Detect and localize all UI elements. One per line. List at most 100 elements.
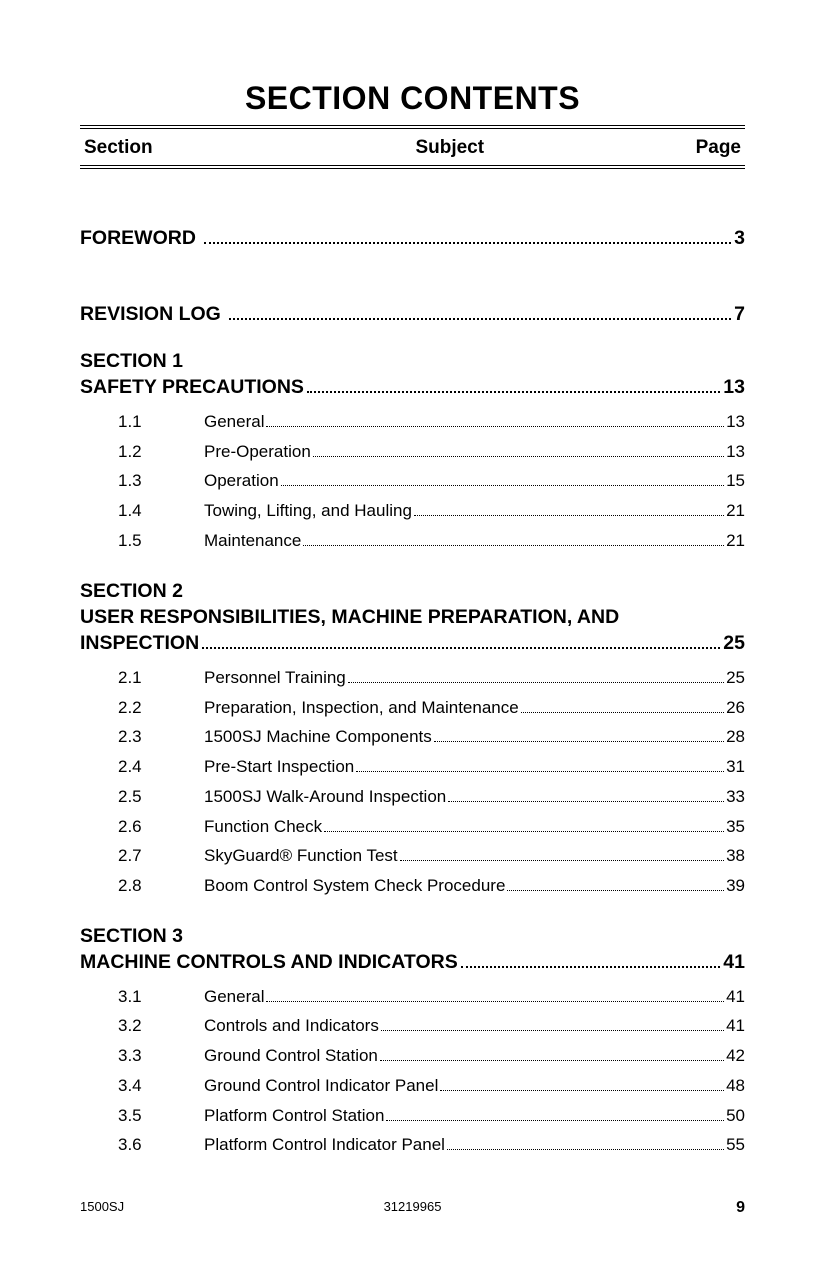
toc-leader bbox=[461, 949, 721, 968]
toc-leader bbox=[266, 412, 724, 427]
toc-sub-title: Function Check bbox=[204, 812, 322, 842]
toc-leader bbox=[303, 531, 724, 546]
toc-page: 7 bbox=[734, 303, 745, 326]
toc-sub-num: 2.3 bbox=[80, 722, 204, 752]
toc-subentry: 1.2Pre-Operation 13 bbox=[80, 437, 745, 467]
toc-section-title: SAFETY PRECAUTIONS 13 bbox=[80, 374, 745, 399]
toc-sub-title: Boom Control System Check Procedure bbox=[204, 871, 505, 901]
toc-sub-title: SkyGuard® Function Test bbox=[204, 841, 398, 871]
toc-page: 48 bbox=[726, 1071, 745, 1101]
toc-leader bbox=[521, 697, 724, 712]
toc-sub-title: Ground Control Station bbox=[204, 1041, 378, 1071]
toc-section-title: INSPECTION 25 bbox=[80, 630, 745, 655]
toc-page: 13 bbox=[726, 407, 745, 437]
toc-page: 42 bbox=[726, 1041, 745, 1071]
toc-subentry: 3.5Platform Control Station 50 bbox=[80, 1101, 745, 1131]
toc-subentry: 2.8Boom Control System Check Procedure 3… bbox=[80, 871, 745, 901]
toc-page: 33 bbox=[726, 782, 745, 812]
toc-leader bbox=[281, 471, 724, 486]
toc-subentry: 3.1General 41 bbox=[80, 982, 745, 1012]
toc-page: 39 bbox=[726, 871, 745, 901]
toc-section-title-continued: USER RESPONSIBILITIES, MACHINE PREPARATI… bbox=[80, 604, 745, 630]
toc-section-title-label: SAFETY PRECAUTIONS bbox=[80, 376, 304, 399]
toc-subentry: 2.2Preparation, Inspection, and Maintena… bbox=[80, 693, 745, 723]
toc-subentry: 2.1Personnel Training 25 bbox=[80, 663, 745, 693]
toc-page: 25 bbox=[726, 663, 745, 693]
toc-sub-title: General bbox=[204, 982, 264, 1012]
toc-header-section: Section bbox=[84, 137, 294, 159]
toc-leader bbox=[440, 1076, 724, 1091]
toc-sub-title: Platform Control Indicator Panel bbox=[204, 1130, 445, 1160]
toc-sub-num: 3.4 bbox=[80, 1071, 204, 1101]
toc-sub-num: 2.2 bbox=[80, 693, 204, 723]
toc-page: 15 bbox=[726, 466, 745, 496]
footer-model: 1500SJ bbox=[80, 1199, 302, 1217]
toc-subentry: 3.4Ground Control Indicator Panel 48 bbox=[80, 1071, 745, 1101]
toc-section-heading: SECTION 3 bbox=[80, 923, 745, 949]
toc-sub-num: 3.6 bbox=[80, 1130, 204, 1160]
toc-header: Section Subject Page bbox=[80, 129, 745, 165]
toc-page: 21 bbox=[726, 496, 745, 526]
toc-leader bbox=[348, 667, 724, 682]
toc-sub-title: Pre-Start Inspection bbox=[204, 752, 354, 782]
toc-subentry: 2.51500SJ Walk-Around Inspection 33 bbox=[80, 782, 745, 812]
toc-leader bbox=[380, 1046, 724, 1061]
toc-section-heading: SECTION 1 bbox=[80, 348, 745, 374]
toc-sub-title: Preparation, Inspection, and Maintenance bbox=[204, 693, 519, 723]
toc-sublist: 2.1Personnel Training 252.2Preparation, … bbox=[80, 663, 745, 901]
toc-sub-num: 2.4 bbox=[80, 752, 204, 782]
toc-subentry: 1.4Towing, Lifting, and Hauling 21 bbox=[80, 496, 745, 526]
toc-page: 35 bbox=[726, 812, 745, 842]
toc-sub-num: 3.1 bbox=[80, 982, 204, 1012]
toc-leader bbox=[447, 1135, 724, 1150]
toc-major-entry: FOREWORD 3 bbox=[80, 225, 745, 250]
toc-sub-num: 3.2 bbox=[80, 1011, 204, 1041]
toc-subentry: 1.3Operation 15 bbox=[80, 466, 745, 496]
toc-subentry: 2.6Function Check 35 bbox=[80, 812, 745, 842]
toc-leader bbox=[324, 816, 724, 831]
toc-page: 41 bbox=[723, 951, 745, 974]
toc-section-title-label: MACHINE CONTROLS AND INDICATORS bbox=[80, 951, 458, 974]
toc-sub-num: 3.5 bbox=[80, 1101, 204, 1131]
toc-leader bbox=[202, 630, 720, 649]
toc-major-label: REVISION LOG bbox=[80, 303, 226, 326]
toc-page: 13 bbox=[726, 437, 745, 467]
toc-subentry: 2.4Pre-Start Inspection 31 bbox=[80, 752, 745, 782]
toc-page: 38 bbox=[726, 841, 745, 871]
toc-subentry: 2.31500SJ Machine Components 28 bbox=[80, 722, 745, 752]
toc-subentry: 3.2Controls and Indicators 41 bbox=[80, 1011, 745, 1041]
toc-sub-title: Maintenance bbox=[204, 526, 301, 556]
toc-leader bbox=[448, 786, 724, 801]
toc-sub-title: Pre-Operation bbox=[204, 437, 311, 467]
rule-bottom bbox=[80, 165, 745, 169]
toc-page: 55 bbox=[726, 1130, 745, 1160]
toc-section-title: MACHINE CONTROLS AND INDICATORS 41 bbox=[80, 949, 745, 974]
toc-body: FOREWORD 3 REVISION LOG 7 SECTION 1SAFETY … bbox=[80, 225, 745, 1160]
footer-partno: 31219965 bbox=[302, 1199, 524, 1217]
toc-page: 3 bbox=[734, 227, 745, 250]
toc-sublist: 1.1General 131.2Pre-Operation 131.3Opera… bbox=[80, 407, 745, 556]
toc-sub-title: Towing, Lifting, and Hauling bbox=[204, 496, 412, 526]
toc-sub-title: Operation bbox=[204, 466, 279, 496]
toc-page: 28 bbox=[726, 722, 745, 752]
toc-sub-title: Personnel Training bbox=[204, 663, 346, 693]
toc-sub-num: 1.4 bbox=[80, 496, 204, 526]
toc-leader bbox=[386, 1105, 724, 1120]
toc-sub-num: 2.5 bbox=[80, 782, 204, 812]
toc-page: 13 bbox=[723, 376, 745, 399]
toc-page: 21 bbox=[726, 526, 745, 556]
toc-sub-title: Controls and Indicators bbox=[204, 1011, 379, 1041]
toc-header-page: Page bbox=[675, 137, 741, 159]
toc-page: 50 bbox=[726, 1101, 745, 1131]
toc-subentry: 1.1General 13 bbox=[80, 407, 745, 437]
toc-sub-title: General bbox=[204, 407, 264, 437]
toc-sub-title: 1500SJ Machine Components bbox=[204, 722, 432, 752]
toc-page: 31 bbox=[726, 752, 745, 782]
toc-sub-title: 1500SJ Walk-Around Inspection bbox=[204, 782, 446, 812]
toc-leader bbox=[266, 986, 724, 1001]
toc-sub-num: 1.3 bbox=[80, 466, 204, 496]
toc-page: 41 bbox=[726, 1011, 745, 1041]
toc-page: 25 bbox=[723, 632, 745, 655]
toc-section-title-label: INSPECTION bbox=[80, 632, 199, 655]
toc-leader bbox=[229, 302, 731, 321]
